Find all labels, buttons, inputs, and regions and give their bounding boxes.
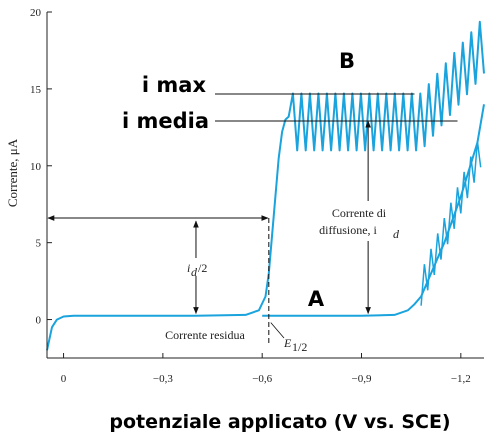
series-curve-A-noise [420, 141, 482, 306]
diffusion-label-line1: Corrente di [332, 206, 387, 220]
id-half-label-i: i [187, 261, 190, 275]
x-axis-label: potenziale applicato (V vs. SCE) [109, 411, 450, 433]
label-A: A [308, 287, 325, 311]
y-tick-label: 0 [36, 315, 42, 327]
series-curve-B [46, 20, 485, 351]
i-max-label: i max [142, 73, 207, 97]
e-half-sub-label: 1/2 [292, 340, 307, 354]
e-half-pointer [270, 322, 285, 339]
label-pad [152, 325, 258, 342]
y-tick-label: 10 [30, 161, 42, 173]
x-tick-label: −0,6 [252, 373, 272, 385]
plot-lines [46, 20, 485, 351]
diffusion-label-line2: diffusione, i [319, 223, 377, 237]
x-tick-label: −0,9 [352, 373, 372, 385]
label-pad [181, 258, 215, 276]
axes: 0 5 10 15 20 0 −0,3 −0,6 −0,9 −1,2 Corrente, μA pot… [5, 7, 484, 433]
x-tick-label: −1,2 [451, 373, 471, 385]
corrente-residua-label: Corrente residua [165, 328, 245, 342]
y-tick-label: 20 [30, 7, 42, 19]
label-pad [315, 201, 403, 241]
y-tick-label: 5 [36, 238, 42, 250]
i-media-label: i media [122, 109, 209, 133]
id-half-label-sub: d [191, 265, 198, 279]
annotations: i max i media B A Corrente residua Corrente d… [47, 49, 458, 354]
x-tick-label: −0,3 [153, 373, 173, 385]
y-tick-label: 15 [30, 84, 42, 96]
y-axis-label: Corrente, μA [5, 138, 20, 207]
diffusion-label-sub: d [393, 227, 400, 241]
label-B: B [339, 49, 355, 73]
x-tick-label: 0 [61, 373, 67, 385]
id-half-label-tail: /2 [198, 261, 207, 275]
e-half-label: E [283, 336, 292, 350]
